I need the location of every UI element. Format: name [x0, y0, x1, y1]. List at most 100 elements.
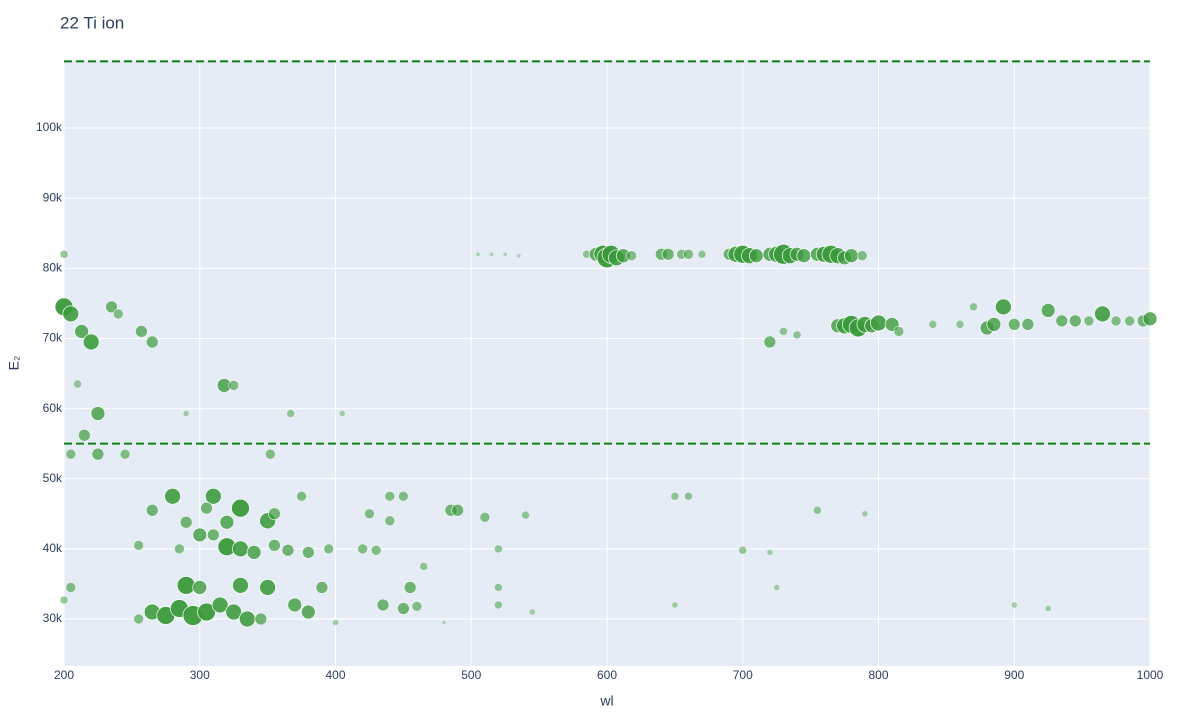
- point: [1083, 315, 1095, 327]
- point: [200, 501, 213, 515]
- point: [179, 515, 193, 529]
- point: [969, 302, 978, 312]
- point: [796, 248, 812, 264]
- chart-title: 22 Ti ion: [60, 13, 124, 32]
- point: [119, 448, 131, 460]
- point: [893, 326, 905, 337]
- point: [1021, 318, 1035, 331]
- point: [302, 546, 315, 559]
- point: [489, 251, 494, 257]
- point: [738, 545, 748, 555]
- point: [773, 584, 781, 591]
- point: [246, 545, 262, 560]
- point: [670, 491, 680, 501]
- point: [176, 575, 196, 595]
- point: [521, 510, 530, 520]
- point: [494, 600, 503, 610]
- point: [384, 490, 396, 502]
- point: [78, 428, 91, 442]
- point: [219, 514, 235, 530]
- point: [82, 333, 100, 351]
- point: [370, 544, 382, 556]
- point: [763, 335, 777, 349]
- x-tick-label: 900: [1004, 668, 1024, 682]
- point: [813, 505, 822, 515]
- point: [281, 543, 295, 557]
- point: [766, 549, 774, 556]
- point: [1068, 314, 1082, 328]
- point: [357, 543, 368, 555]
- point: [779, 327, 788, 336]
- point: [516, 253, 522, 259]
- point: [856, 250, 868, 262]
- point: [870, 314, 887, 332]
- x-tick-label: 800: [868, 668, 888, 682]
- point: [441, 620, 447, 625]
- x-axis-title: wl: [599, 693, 613, 709]
- point: [65, 582, 77, 593]
- point: [332, 619, 339, 626]
- point: [475, 251, 481, 257]
- point: [238, 610, 256, 628]
- point: [419, 562, 429, 571]
- point: [748, 248, 764, 264]
- point: [626, 250, 637, 262]
- point: [182, 410, 190, 417]
- point: [65, 448, 77, 460]
- y-tick-label: 90k: [43, 190, 63, 204]
- point: [301, 604, 316, 620]
- point: [403, 581, 417, 594]
- y-tick-label: 40k: [43, 541, 63, 555]
- point: [268, 539, 281, 552]
- y-tick-label: 50k: [43, 471, 63, 485]
- point: [697, 249, 707, 259]
- y-axis-title: E₂: [6, 356, 22, 371]
- point: [398, 490, 409, 502]
- point: [384, 515, 396, 527]
- point: [376, 598, 390, 612]
- y-tick-label: 70k: [43, 331, 63, 345]
- point: [494, 544, 503, 554]
- point: [955, 320, 965, 329]
- point: [683, 248, 694, 260]
- x-tick-label: 700: [733, 668, 753, 682]
- point: [1040, 303, 1056, 318]
- point: [995, 298, 1012, 316]
- point: [986, 317, 1002, 332]
- point: [112, 308, 124, 320]
- point: [59, 249, 69, 259]
- point: [133, 613, 145, 625]
- x-tick-label: 1000: [1137, 668, 1164, 682]
- point: [192, 580, 208, 595]
- point: [133, 540, 145, 551]
- point: [315, 581, 329, 594]
- y-tick-label: 80k: [43, 260, 63, 274]
- point: [364, 508, 375, 520]
- point: [338, 410, 346, 417]
- point: [232, 540, 249, 558]
- point: [684, 491, 693, 501]
- point: [264, 448, 276, 460]
- point: [206, 528, 220, 542]
- point: [296, 490, 307, 502]
- point: [232, 576, 249, 594]
- point: [1124, 315, 1135, 327]
- point: [231, 498, 250, 518]
- x-tick-label: 500: [461, 668, 481, 682]
- point: [197, 602, 216, 622]
- point: [145, 335, 159, 349]
- point: [259, 579, 276, 596]
- point: [411, 601, 423, 612]
- point: [792, 330, 802, 340]
- point: [211, 596, 229, 614]
- point: [90, 406, 106, 421]
- x-tick-label: 600: [597, 668, 617, 682]
- point: [502, 251, 508, 257]
- point: [323, 543, 335, 555]
- point: [225, 603, 243, 621]
- point: [286, 409, 296, 418]
- y-tick-label: 30k: [43, 611, 63, 625]
- point: [1010, 601, 1018, 609]
